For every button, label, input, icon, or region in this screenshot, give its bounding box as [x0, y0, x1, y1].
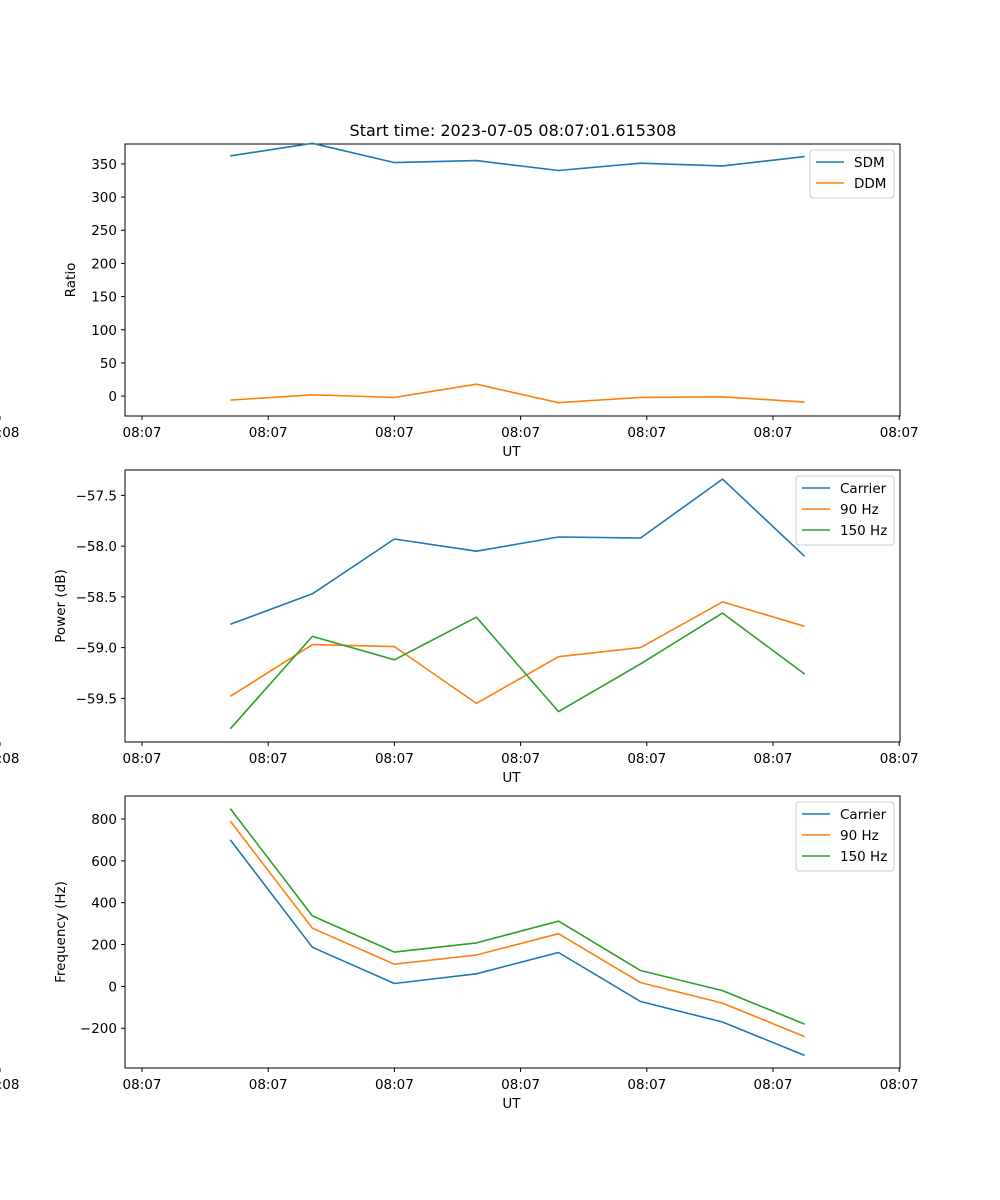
axes-frame [124, 469, 901, 743]
legend-label: DDM [854, 176, 886, 192]
chart-panel-1: 0 50 100 150 200 250 300 350 08:07 08:07 08:07 08:0… [0, 142, 919, 460]
y-tick-label: 0 [108, 979, 117, 995]
legend: SDM DDM [809, 149, 895, 199]
x-tick-label: 08:07 [754, 1077, 793, 1093]
series-line-carrier [230, 478, 806, 626]
chart-panel-2: −59.5 −59.0 −58.5 −58.0 −57.5 08:07 08:07 08:07… [0, 469, 919, 786]
y-tick-label: 600 [91, 854, 117, 870]
x-tick-label: 08:07 [375, 425, 414, 441]
legend-label: 90 Hz [840, 828, 879, 844]
y-tick-label: −200 [80, 1021, 117, 1037]
y-axis-label: Power (dB) [53, 569, 69, 642]
panels: 0 50 100 150 200 250 300 350 08:07 08:07 08:07 08:0… [0, 142, 919, 1112]
series-line-ddm [230, 383, 805, 404]
y-tick-label: 200 [91, 256, 117, 272]
y-tick-label: 200 [91, 938, 117, 954]
x-tick-label: 08:07 [627, 1077, 666, 1093]
x-tick-label: 08:07 [501, 425, 540, 441]
legend: Carrier 90 Hz 150 Hz [795, 475, 895, 546]
x-tick-label: 08:07 [123, 425, 162, 441]
legend-label: 90 Hz [840, 502, 879, 518]
x-tick-label: 08:07 [754, 751, 793, 767]
y-tick-label: 250 [91, 223, 117, 239]
x-tick-label: 08:07 [249, 1077, 288, 1093]
series-line-90-hz [229, 820, 805, 1038]
series-line-carrier [229, 839, 805, 1057]
legend-box [795, 801, 895, 872]
legend-label: 150 Hz [840, 523, 887, 539]
x-tick-label: 08:07 [249, 425, 288, 441]
chart-panel-3: −200 0 200 400 600 800 08:07 08:07 08:07 08:07 08:… [0, 795, 919, 1112]
x-tick-label: 08:07 [501, 1077, 540, 1093]
x-axis-label: UT [502, 444, 521, 460]
legend-label: Carrier [840, 807, 887, 823]
y-tick-label: −59.0 [76, 641, 117, 657]
x-tick-label: 08:07 [501, 751, 540, 767]
x-tick-label: 08:08 [0, 751, 19, 767]
x-tick-label: 08:07 [375, 1077, 414, 1093]
x-tick-label: 08:07 [627, 751, 666, 767]
legend-label: Carrier [840, 481, 887, 497]
series-line-90-hz [229, 601, 805, 705]
x-tick-label: 08:08 [0, 425, 19, 441]
x-tick-label: 08:08 [0, 1077, 19, 1093]
x-tick-label: 08:07 [123, 1077, 162, 1093]
y-tick-label: −58.0 [76, 539, 117, 555]
x-axis-label: UT [502, 1096, 521, 1112]
x-tick-label: 08:07 [627, 425, 666, 441]
y-tick-label: 0 [108, 389, 117, 405]
legend-label: 150 Hz [840, 849, 887, 865]
y-tick-label: 400 [91, 896, 117, 912]
y-tick-label: −58.5 [76, 590, 117, 606]
y-tick-label: 350 [91, 157, 117, 173]
x-tick-label: 08:07 [375, 751, 414, 767]
y-tick-label: −59.5 [76, 691, 117, 707]
series-line-sdm [230, 142, 805, 172]
legend: Carrier 90 Hz 150 Hz [795, 801, 895, 872]
series-line-150-hz [229, 612, 806, 730]
axes-frame [124, 143, 901, 417]
x-tick-label: 08:07 [123, 751, 162, 767]
legend-label: SDM [854, 155, 885, 171]
y-tick-label: 150 [91, 290, 117, 306]
figure-title: Start time: 2023-07-05 08:07:01.615308 [350, 121, 677, 140]
y-axis-label: Ratio [63, 263, 79, 298]
series-line-150-hz [229, 808, 805, 1025]
x-tick-label: 08:07 [249, 751, 288, 767]
x-tick-label: 08:07 [880, 1077, 919, 1093]
x-tick-label: 08:07 [754, 425, 793, 441]
axes-frame [124, 795, 901, 1069]
y-tick-label: 100 [91, 323, 117, 339]
x-tick-label: 08:07 [880, 425, 919, 441]
y-tick-label: −57.5 [76, 488, 117, 504]
y-tick-label: 800 [91, 812, 117, 828]
y-tick-label: 300 [91, 190, 117, 206]
y-axis-label: Frequency (Hz) [53, 881, 69, 983]
legend-box [795, 475, 895, 546]
x-axis-label: UT [502, 770, 521, 786]
y-tick-label: 50 [100, 356, 117, 372]
x-tick-label: 08:07 [880, 751, 919, 767]
